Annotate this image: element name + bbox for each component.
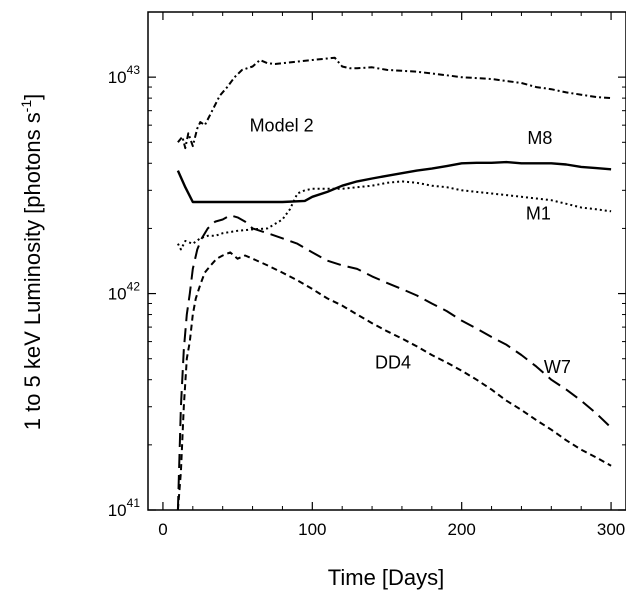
x-tick-label: 300 — [597, 520, 625, 539]
series-lines — [176, 56, 612, 511]
y-tick-label: 1042 — [108, 280, 141, 304]
series-label-dd4: DD4 — [375, 353, 411, 373]
x-axis-title: Time [Days] — [328, 565, 445, 590]
plot-frame — [147, 11, 626, 511]
series-line-model-2 — [177, 56, 612, 150]
series-line-w7 — [176, 214, 612, 511]
x-tick-label: 100 — [298, 520, 326, 539]
series-label-m1: M1 — [526, 203, 551, 223]
series-line-m8 — [176, 160, 612, 204]
y-axis-title-main: 1 to 5 keV Luminosity [photons s — [20, 112, 45, 430]
series-line-dd4 — [176, 251, 612, 511]
y-axis-title: 1 to 5 keV Luminosity [photons s-1] — [18, 94, 45, 431]
x-tick-label: 0 — [158, 520, 167, 539]
y-tick-label: 1041 — [108, 496, 141, 520]
series-labels: Model 2 M8 M1 W7 DD4 — [250, 116, 571, 377]
series-label-model-2: Model 2 — [250, 116, 314, 136]
y-axis-title-end: ] — [20, 94, 45, 100]
series-label-w7: W7 — [544, 357, 571, 377]
y-tick-label: 1043 — [108, 63, 141, 87]
y-axis-title-superscript: -1 — [18, 100, 34, 113]
series-label-m8: M8 — [527, 128, 552, 148]
x-tick-label: 200 — [448, 520, 476, 539]
axis-ticks: 0 100 200 300 1041 1042 1043 — [108, 11, 626, 539]
